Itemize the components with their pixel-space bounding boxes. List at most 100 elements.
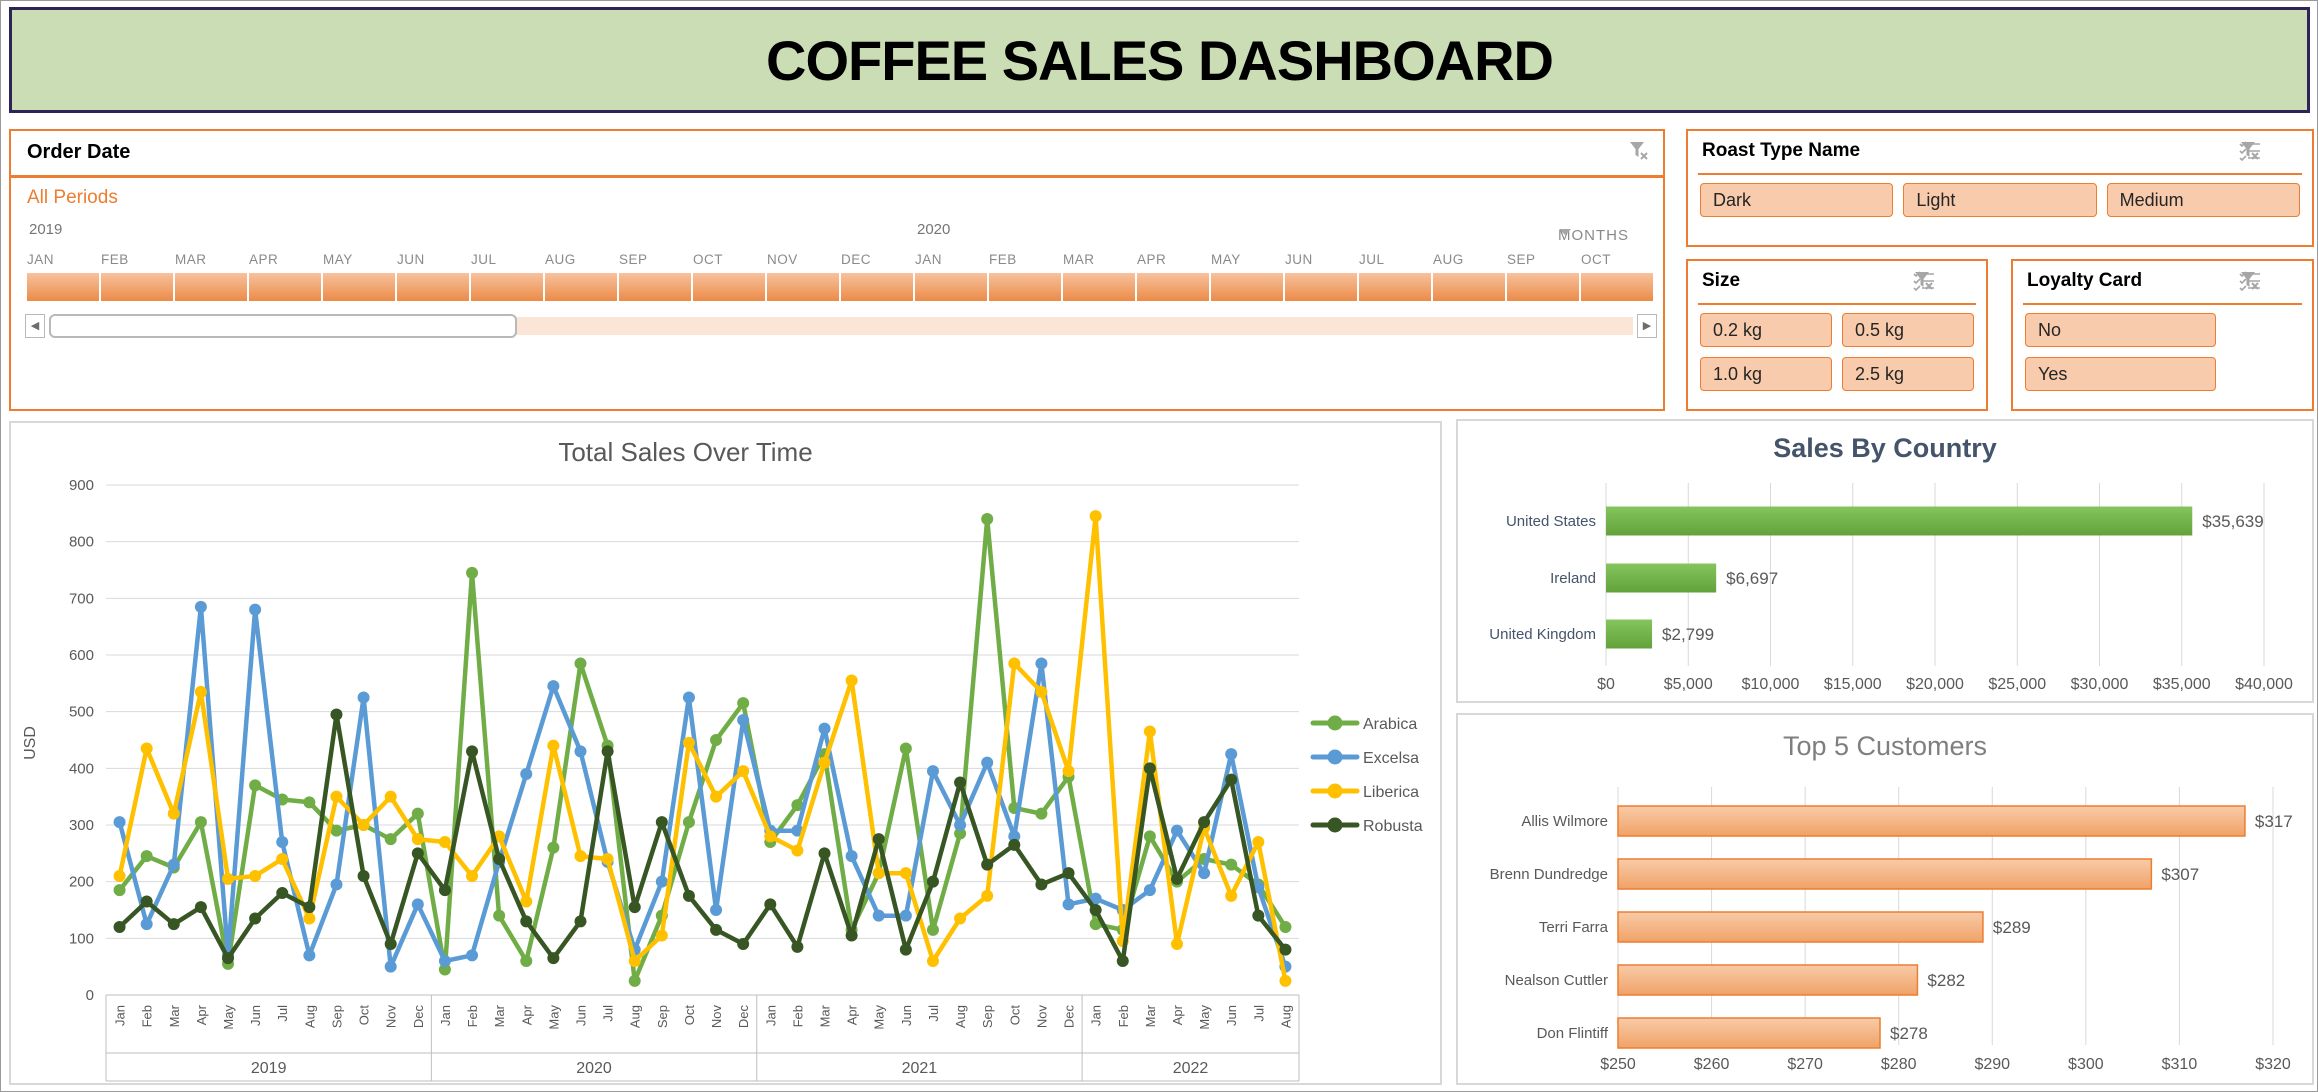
svg-text:United States: United States <box>1506 513 1596 530</box>
svg-text:$10,000: $10,000 <box>1742 676 1800 693</box>
svg-text:Feb: Feb <box>1116 1005 1131 1027</box>
svg-text:May: May <box>221 1005 236 1030</box>
timeline-month-label: MAR <box>175 252 207 267</box>
slicer-button-yes[interactable]: Yes <box>2025 357 2217 391</box>
scroll-right-button[interactable]: ▶ <box>1637 314 1657 338</box>
slicer-header-rule <box>2023 303 2302 305</box>
timeline-month-cell[interactable] <box>1211 273 1283 301</box>
top-customers-chart: $250 $260 $270 $280 $290 $300 $310 $320 Allis Wi… <box>1490 787 2293 1073</box>
slicer-button-dark[interactable]: Dark <box>1700 183 1894 217</box>
timeline-month-cell[interactable] <box>1285 273 1357 301</box>
bar-allis-wilmore <box>1617 805 2246 837</box>
timeline-month-cell[interactable] <box>175 273 247 301</box>
timeline-month-label: SEP <box>619 252 648 267</box>
svg-text:Jan: Jan <box>113 1005 128 1026</box>
slicer-button-light[interactable]: Light <box>1903 183 2097 217</box>
timeline-month-cell[interactable] <box>323 273 395 301</box>
svg-text:Jan: Jan <box>438 1005 453 1026</box>
timeline-month-label: JUL <box>471 252 497 267</box>
svg-text:2019: 2019 <box>251 1060 287 1077</box>
svg-text:800: 800 <box>69 534 94 551</box>
svg-text:$35,000: $35,000 <box>2153 676 2211 693</box>
timeline-month-cell[interactable] <box>915 273 987 301</box>
slicer-button-0-5-kg[interactable]: 0.5 kg <box>1842 313 1974 347</box>
svg-text:Apr: Apr <box>1170 1004 1185 1025</box>
timeline-month-cell[interactable] <box>545 273 617 301</box>
svg-text:200: 200 <box>69 874 94 891</box>
clear-filter-icon[interactable] <box>1627 139 1651 163</box>
total-sales-chart-panel: Total Sales Over Time 0 100 200 300 400 500 60… <box>9 421 1442 1085</box>
timeline-month-cell[interactable] <box>471 273 543 301</box>
roast-type-slicer-title: Roast Type Name <box>1702 140 1861 161</box>
timeline-month-cell[interactable] <box>619 273 691 301</box>
svg-text:Jan: Jan <box>1089 1005 1104 1026</box>
slicer-button-2-5-kg[interactable]: 2.5 kg <box>1842 357 1974 391</box>
timeline-month-cell[interactable] <box>101 273 173 301</box>
svg-text:$260: $260 <box>1694 1056 1730 1073</box>
clear-filter-icon[interactable] <box>1915 269 1976 293</box>
clear-filter-icon[interactable] <box>2241 139 2302 163</box>
loyalty-card-slicer: Loyalty Card No Yes <box>2011 259 2314 411</box>
timeline-level-dropdown[interactable]: MONTHS <box>1558 227 1637 244</box>
svg-text:Jul: Jul <box>601 1005 616 1022</box>
svg-text:Oct: Oct <box>1007 1005 1022 1026</box>
timeline-month-cell[interactable] <box>693 273 765 301</box>
svg-text:Brenn Dundredge: Brenn Dundredge <box>1490 866 1608 883</box>
timeline-month-labels: JAN FEB MAR APR MAY JUN JUL AUG SEP OCT NOV DEC JAN F… <box>27 251 1655 271</box>
timeline-month-cell[interactable] <box>27 273 99 301</box>
bar-united-states <box>1606 506 2193 536</box>
timeline-month-cell[interactable] <box>1359 273 1431 301</box>
timeline-month-label: APR <box>249 252 279 267</box>
svg-text:Apr: Apr <box>194 1004 209 1025</box>
order-date-timeline: Order Date All Periods MONTHS 2019 2020 J… <box>9 129 1665 411</box>
svg-text:300: 300 <box>69 817 94 834</box>
svg-text:$307: $307 <box>2161 865 2199 884</box>
timeline-month-label: MAY <box>323 252 353 267</box>
timeline-month-cell[interactable] <box>1507 273 1579 301</box>
timeline-month-cell[interactable] <box>397 273 469 301</box>
timeline-month-label: JAN <box>27 252 55 267</box>
timeline-scroll-track[interactable] <box>49 314 1633 338</box>
timeline-month-cell[interactable] <box>1137 273 1209 301</box>
svg-text:Jul: Jul <box>926 1005 941 1022</box>
size-items: 0.2 kg 0.5 kg 1.0 kg 2.5 kg <box>1700 313 1974 391</box>
sales-by-country-chart: $0 $5,000 $10,000 $15,000 $20,000 $25,000 $30,… <box>1489 483 2293 693</box>
svg-text:$270: $270 <box>1787 1056 1823 1073</box>
size-slicer-title: Size <box>1702 270 1741 291</box>
top-customers-panel: Top 5 Customers $250 $260 $270 $280 $290 $300… <box>1456 713 2314 1085</box>
size-slicer: Size 0.2 kg 0.5 kg 1.0 kg 2.5 kg <box>1686 259 1988 411</box>
timeline-month-label: AUG <box>1433 252 1464 267</box>
svg-text:$5,000: $5,000 <box>1664 676 1713 693</box>
dashboard-title: COFFEE SALES DASHBOARD <box>766 28 1554 92</box>
slicer-button-no[interactable]: No <box>2025 313 2217 347</box>
scroll-left-button[interactable]: ◀ <box>25 314 45 338</box>
timeline-month-cell[interactable] <box>989 273 1061 301</box>
svg-text:2020: 2020 <box>576 1060 612 1077</box>
roast-type-slicer: Roast Type Name Dark Light Medium <box>1686 129 2314 247</box>
timeline-month-cell[interactable] <box>1433 273 1505 301</box>
svg-text:Jun: Jun <box>573 1005 588 1026</box>
roast-type-items: Dark Light Medium <box>1700 183 2300 217</box>
timeline-month-label: OCT <box>693 252 723 267</box>
multi-select-icon[interactable] <box>1912 269 1936 293</box>
timeline-month-label: FEB <box>989 252 1017 267</box>
timeline-selection-handle[interactable] <box>49 314 517 338</box>
timeline-month-cell[interactable] <box>767 273 839 301</box>
clear-filter-icon[interactable] <box>2241 269 2302 293</box>
timeline-month-label: APR <box>1137 252 1167 267</box>
svg-text:Aug: Aug <box>628 1005 643 1028</box>
svg-text:Feb: Feb <box>140 1005 155 1027</box>
timeline-header-rule <box>11 175 1663 178</box>
timeline-year-label: 2020 <box>917 221 951 238</box>
slicer-button-0-2-kg[interactable]: 0.2 kg <box>1700 313 1832 347</box>
svg-text:400: 400 <box>69 760 94 777</box>
svg-text:May: May <box>872 1005 887 1030</box>
timeline-month-cell[interactable] <box>841 273 913 301</box>
timeline-month-cell[interactable] <box>1581 273 1653 301</box>
timeline-month-label: JUN <box>397 252 425 267</box>
slicer-button-1-0-kg[interactable]: 1.0 kg <box>1700 357 1832 391</box>
timeline-month-cell[interactable] <box>249 273 321 301</box>
slicer-button-medium[interactable]: Medium <box>2106 183 2300 217</box>
timeline-month-cell[interactable] <box>1063 273 1135 301</box>
svg-text:$15,000: $15,000 <box>1824 676 1882 693</box>
